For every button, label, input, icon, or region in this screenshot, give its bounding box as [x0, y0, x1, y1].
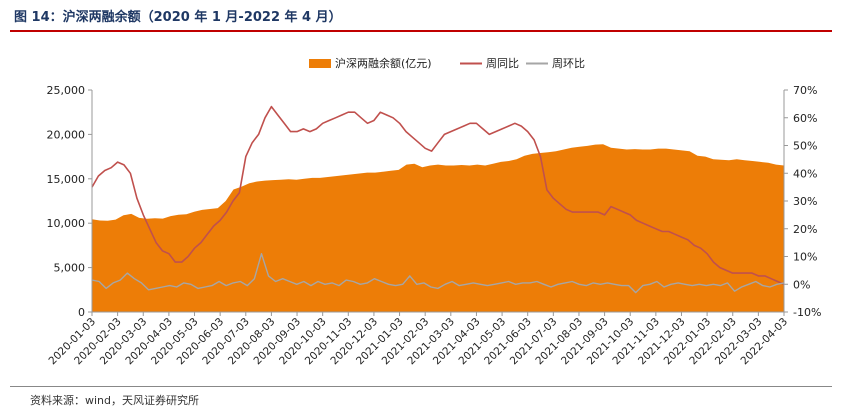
series-area-balance: [92, 144, 784, 312]
legend-swatch-balance: [309, 59, 331, 68]
title-rule: [10, 30, 832, 32]
y-right-tick-label: 20%: [793, 223, 817, 236]
y-right-tick-label: 50%: [793, 140, 817, 153]
series-line-mom: [91, 252, 785, 294]
legend: 沪深两融余额(亿元) 周同比 周环比: [309, 56, 585, 70]
y-left-tick-label: 25,000: [47, 84, 86, 97]
y-right-tick-label: 30%: [793, 195, 817, 208]
plot-area: 0 5,000 10,000 15,000 20,000 25,000 -10% 0% 10% 2…: [46, 84, 821, 367]
y-right-tick-label: 40%: [793, 167, 817, 180]
y-right-tick-label: 60%: [793, 112, 817, 125]
y-left-tick-label: 20,000: [47, 128, 86, 141]
legend-label-mom: 周环比: [552, 57, 585, 70]
series-line-yoy: [91, 105, 785, 286]
figure-title: 图 14：沪深两融余额（2020 年 1 月-2022 年 4 月）: [14, 10, 342, 25]
y-left-tick-label: 5,000: [54, 262, 86, 275]
y-left-tick-label: 15,000: [47, 173, 86, 186]
legend-label-yoy: 周同比: [486, 57, 519, 70]
y-right-tick-label: 70%: [793, 84, 817, 97]
source-note: 资料来源：wind，天风证券研究所: [30, 394, 200, 407]
y-left-tick-label: 10,000: [47, 217, 86, 230]
y-right-tick-label: 0%: [793, 278, 810, 291]
legend-label-balance: 沪深两融余额(亿元): [335, 56, 432, 70]
y-left-tick-label: 0: [78, 306, 85, 319]
y-right-tick-label: -10%: [793, 306, 821, 319]
source-rule: [10, 386, 832, 387]
y-right-tick-label: 10%: [793, 251, 817, 264]
